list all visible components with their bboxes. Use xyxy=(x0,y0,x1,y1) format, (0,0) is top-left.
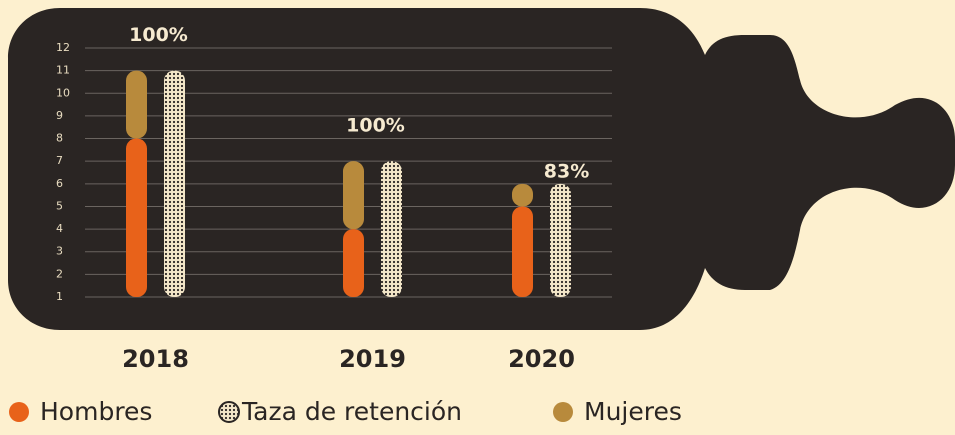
legend-label: Hombres xyxy=(40,397,152,426)
bottle xyxy=(8,8,955,330)
legend-marker xyxy=(219,402,239,422)
y-tick-label: 3 xyxy=(56,245,63,258)
bar xyxy=(164,71,185,297)
legend-marker xyxy=(9,402,29,422)
y-tick-label: 2 xyxy=(56,267,63,280)
y-tick-label: 9 xyxy=(56,109,63,122)
y-tick-label: 10 xyxy=(56,86,70,99)
y-tick-label: 12 xyxy=(56,41,70,54)
bar xyxy=(512,206,533,297)
y-tick-label: 7 xyxy=(56,154,63,167)
y-tick-label: 4 xyxy=(56,222,63,235)
bar xyxy=(126,139,147,297)
annotation: 100% xyxy=(129,24,188,46)
y-tick-label: 8 xyxy=(56,132,63,145)
bar xyxy=(381,161,402,297)
bar xyxy=(512,184,533,207)
bar xyxy=(126,71,147,139)
legend-label: Taza de retención xyxy=(241,397,462,426)
y-tick-label: 5 xyxy=(56,199,63,212)
annotation: 83% xyxy=(544,160,589,182)
bar xyxy=(550,184,571,297)
legend-marker xyxy=(553,402,573,422)
x-tick-label: 2019 xyxy=(339,345,406,373)
y-tick-label: 1 xyxy=(56,290,63,303)
legend-label: Mujeres xyxy=(584,397,682,426)
bar xyxy=(343,161,364,229)
x-tick-label: 2018 xyxy=(122,345,189,373)
x-tick-label: 2020 xyxy=(508,345,575,373)
y-tick-label: 11 xyxy=(56,64,70,77)
chart: 123456789101112100%2018100%201983%2020Ho… xyxy=(0,0,955,431)
annotation: 100% xyxy=(346,115,405,137)
bar xyxy=(343,229,364,297)
y-tick-label: 6 xyxy=(56,177,63,190)
